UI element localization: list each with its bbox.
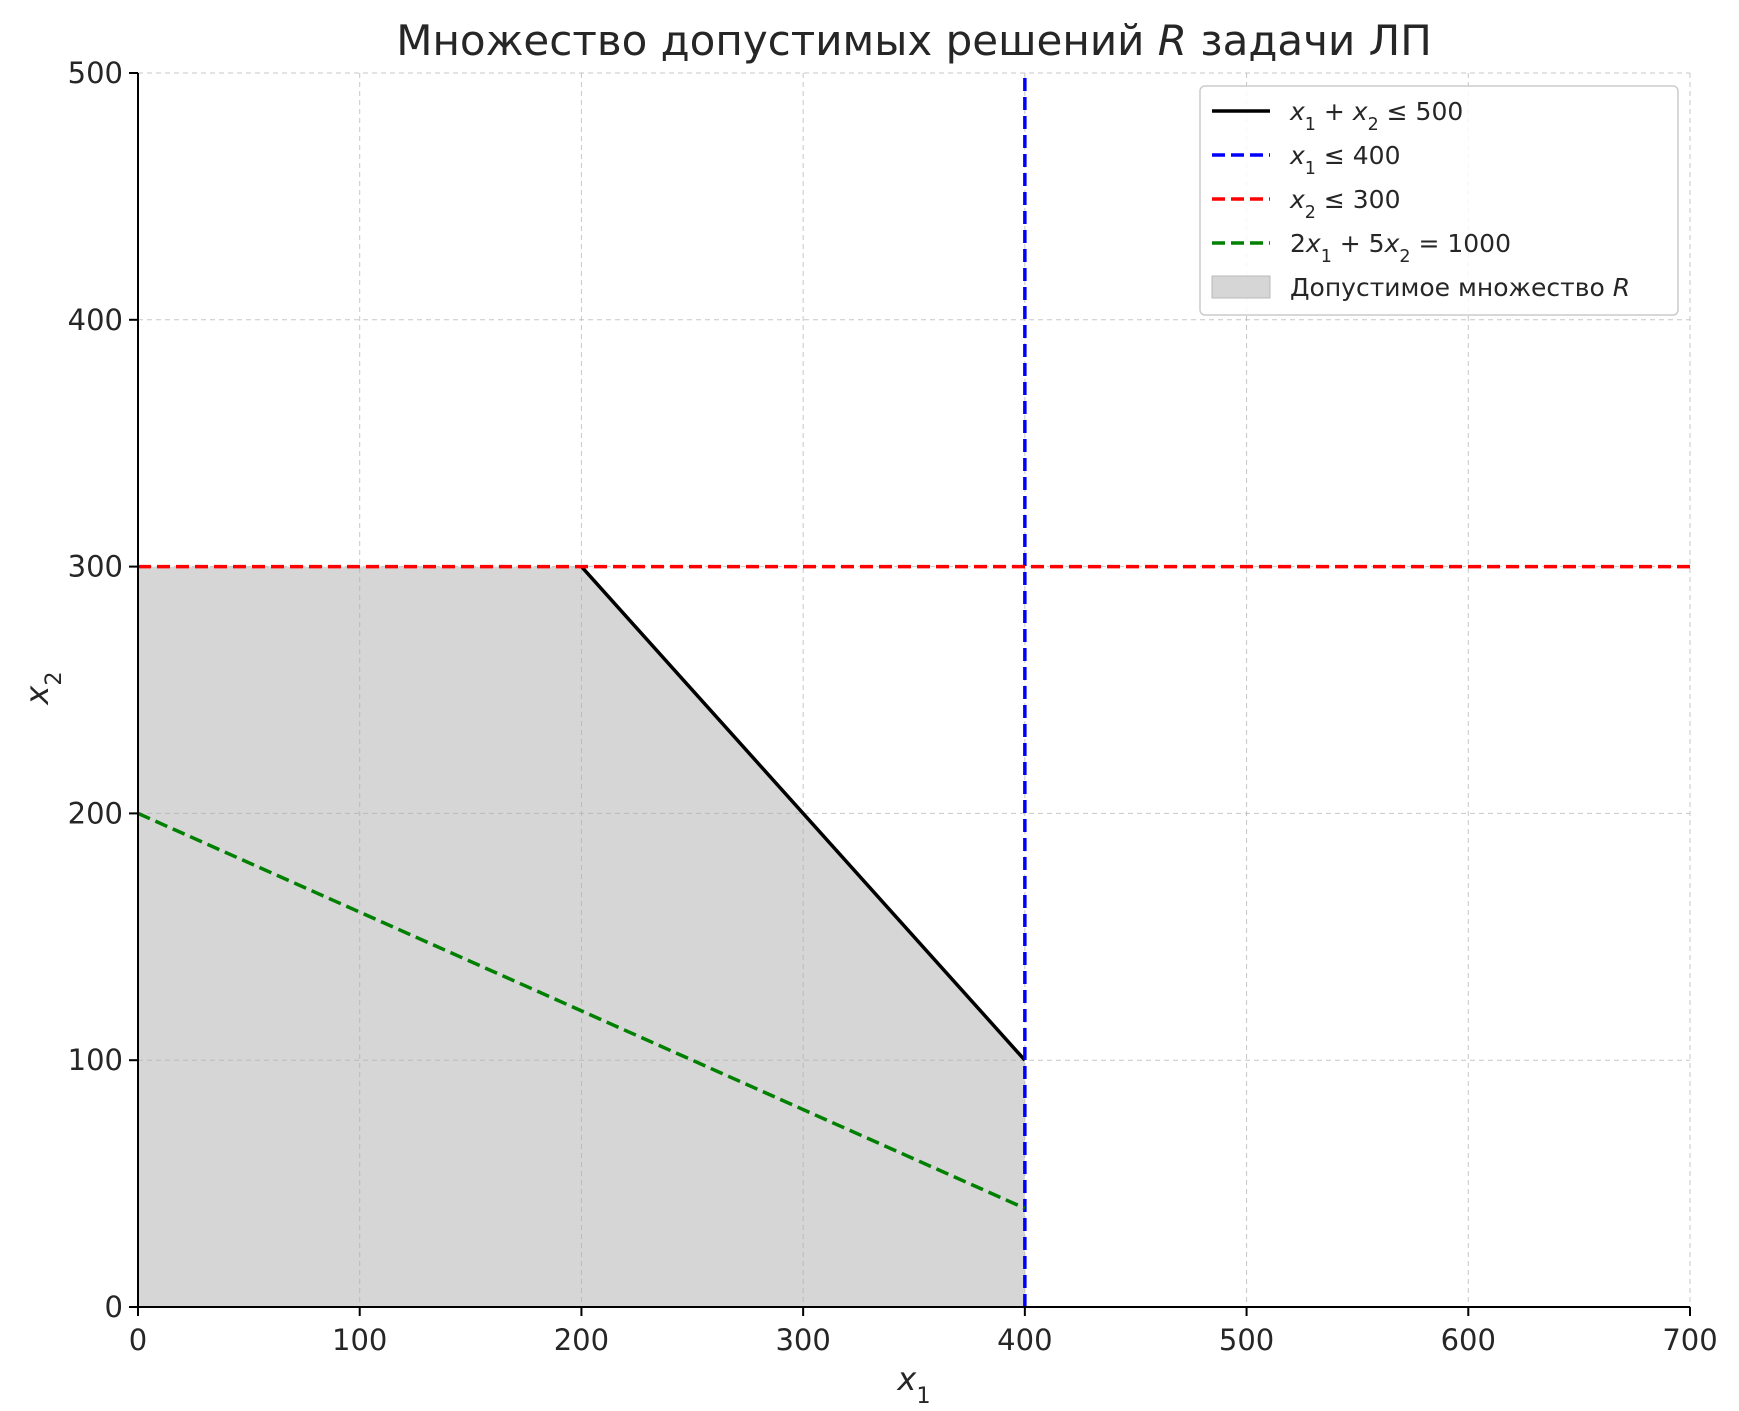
legend-label: x1 ≤ 400 bbox=[1289, 141, 1401, 179]
x-tick-label: 400 bbox=[997, 1323, 1052, 1357]
series-line-x1-x2-500 bbox=[580, 565, 1027, 1062]
y-tick-label: 0 bbox=[105, 1290, 123, 1324]
legend-label: x2 ≤ 300 bbox=[1289, 185, 1401, 223]
legend: x1 + x2 ≤ 500 x1 ≤ 400 x2 ≤ 300 2x1 + 5x2 =… bbox=[1199, 85, 1679, 316]
legend-swatch-region bbox=[1211, 275, 1271, 299]
legend-label: 2x1 + 5x2 = 1000 bbox=[1290, 229, 1511, 267]
x-tick-label: 600 bbox=[1441, 1323, 1496, 1357]
legend-label: Допустимое множество R bbox=[1290, 273, 1630, 302]
x-tick-label: 200 bbox=[554, 1323, 609, 1357]
x-axis-label: x1 bbox=[896, 1360, 930, 1409]
y-axis-label: x2 bbox=[18, 671, 67, 705]
y-tick-label: 200 bbox=[68, 796, 123, 830]
x-tick-label: 700 bbox=[1662, 1323, 1717, 1357]
y-tick-label: 400 bbox=[68, 303, 123, 337]
x-tick-label: 500 bbox=[1219, 1323, 1274, 1357]
x-tick-label: 0 bbox=[129, 1323, 147, 1357]
y-tick-label: 300 bbox=[68, 550, 123, 584]
chart-title: Множество допустимых решений R задачи ЛП bbox=[396, 16, 1432, 65]
plot-area: 0 100 200 300 400 500 600 700 0 100 200 300 400 500 bbox=[68, 56, 1718, 1357]
y-tick-label: 500 bbox=[68, 56, 123, 90]
series-line-2x1-5x2-1000 bbox=[137, 811, 1026, 1210]
x-tick-label: 100 bbox=[332, 1323, 387, 1357]
legend-label: x1 + x2 ≤ 500 bbox=[1289, 97, 1463, 135]
y-tick-label: 100 bbox=[68, 1043, 123, 1077]
legend-box bbox=[1199, 85, 1679, 316]
x-tick-label: 300 bbox=[775, 1323, 830, 1357]
title-variable: R bbox=[1158, 16, 1187, 65]
